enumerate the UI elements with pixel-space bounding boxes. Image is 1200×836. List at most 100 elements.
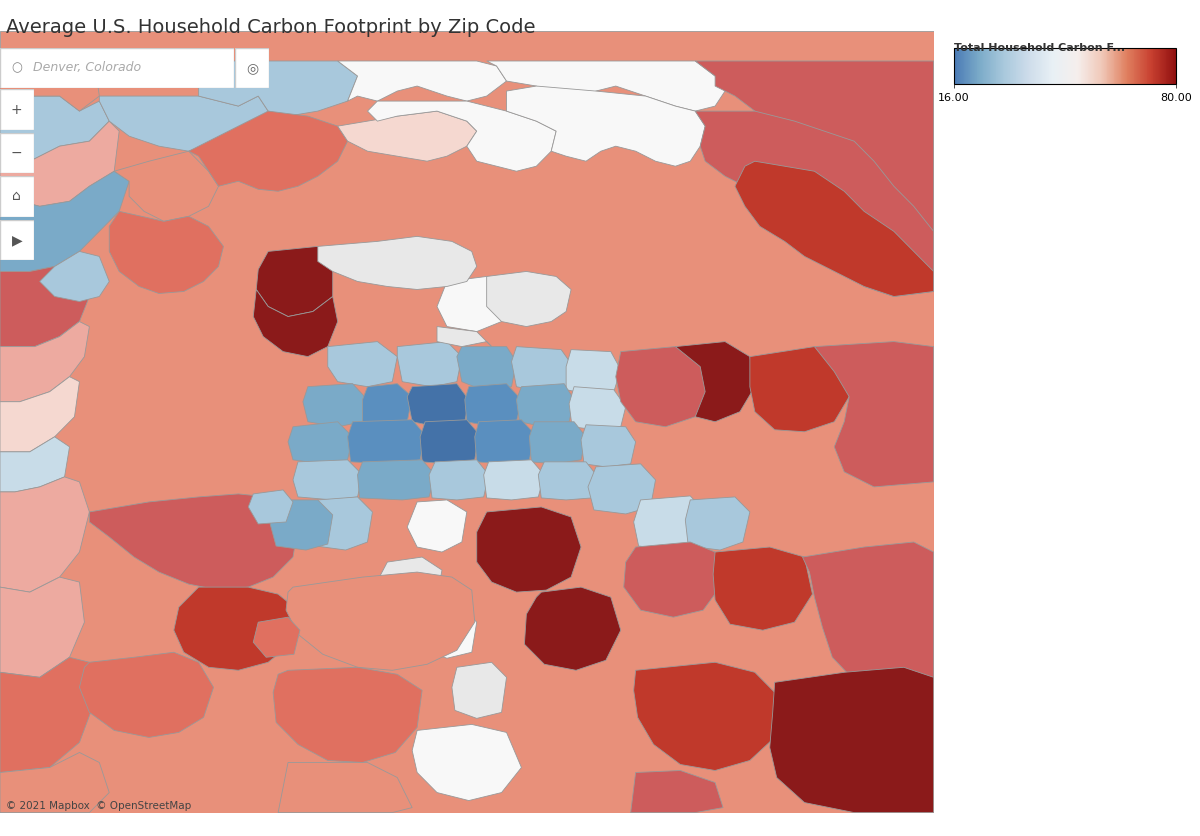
- Polygon shape: [0, 121, 119, 206]
- Polygon shape: [358, 460, 436, 500]
- Polygon shape: [566, 349, 620, 394]
- Polygon shape: [0, 61, 100, 111]
- Polygon shape: [634, 496, 706, 550]
- Polygon shape: [581, 425, 636, 466]
- Text: −: −: [11, 146, 23, 160]
- Polygon shape: [676, 342, 755, 421]
- Polygon shape: [310, 497, 372, 550]
- Polygon shape: [407, 500, 467, 552]
- FancyBboxPatch shape: [0, 89, 34, 130]
- Text: Average U.S. Household Carbon Footprint by Zip Code: Average U.S. Household Carbon Footprint …: [6, 18, 535, 38]
- Polygon shape: [569, 387, 625, 430]
- Polygon shape: [0, 31, 934, 813]
- Polygon shape: [695, 111, 934, 297]
- Polygon shape: [397, 342, 462, 387]
- Polygon shape: [422, 607, 476, 658]
- Polygon shape: [199, 61, 358, 116]
- Polygon shape: [713, 547, 812, 630]
- Polygon shape: [302, 384, 367, 426]
- Polygon shape: [114, 151, 218, 222]
- Polygon shape: [288, 421, 353, 464]
- Polygon shape: [100, 96, 268, 151]
- Polygon shape: [40, 252, 109, 302]
- Polygon shape: [631, 771, 724, 813]
- Text: ▶: ▶: [12, 233, 22, 247]
- Polygon shape: [293, 460, 362, 500]
- Polygon shape: [337, 61, 506, 101]
- Polygon shape: [270, 500, 332, 550]
- Polygon shape: [695, 61, 934, 232]
- Polygon shape: [318, 237, 476, 289]
- Polygon shape: [750, 347, 850, 431]
- Polygon shape: [685, 497, 750, 550]
- Polygon shape: [328, 342, 397, 387]
- Polygon shape: [539, 461, 598, 500]
- Polygon shape: [0, 477, 89, 592]
- Polygon shape: [174, 587, 298, 670]
- Text: Denver, Colorado: Denver, Colorado: [32, 61, 140, 74]
- Text: Total Household Carbon F...: Total Household Carbon F...: [954, 43, 1126, 54]
- Polygon shape: [274, 667, 422, 762]
- Polygon shape: [769, 667, 934, 813]
- Polygon shape: [0, 96, 109, 161]
- Polygon shape: [634, 662, 780, 771]
- Text: ⌂: ⌂: [12, 190, 22, 203]
- Polygon shape: [337, 111, 476, 161]
- Polygon shape: [815, 342, 934, 487]
- Polygon shape: [89, 494, 298, 590]
- Polygon shape: [407, 384, 469, 426]
- Polygon shape: [487, 61, 725, 111]
- Polygon shape: [0, 657, 95, 772]
- Polygon shape: [0, 577, 84, 677]
- Polygon shape: [253, 617, 300, 657]
- Polygon shape: [0, 752, 109, 813]
- Polygon shape: [0, 267, 89, 347]
- Polygon shape: [248, 490, 293, 524]
- Polygon shape: [734, 161, 934, 297]
- Text: © 2021 Mapbox  © OpenStreetMap: © 2021 Mapbox © OpenStreetMap: [6, 801, 191, 811]
- Polygon shape: [452, 662, 506, 718]
- Polygon shape: [476, 507, 581, 592]
- Polygon shape: [506, 86, 706, 166]
- FancyBboxPatch shape: [0, 176, 34, 217]
- Polygon shape: [437, 327, 492, 347]
- Polygon shape: [257, 247, 332, 317]
- Polygon shape: [79, 652, 214, 737]
- Polygon shape: [624, 542, 720, 617]
- Polygon shape: [188, 111, 348, 191]
- Polygon shape: [420, 420, 479, 464]
- FancyBboxPatch shape: [235, 48, 269, 88]
- Polygon shape: [437, 277, 506, 332]
- Polygon shape: [430, 460, 488, 500]
- Polygon shape: [412, 725, 522, 801]
- FancyBboxPatch shape: [0, 133, 34, 173]
- Polygon shape: [286, 572, 475, 670]
- Polygon shape: [524, 587, 620, 670]
- Polygon shape: [487, 272, 571, 327]
- Polygon shape: [511, 347, 571, 392]
- FancyBboxPatch shape: [0, 220, 34, 260]
- Polygon shape: [109, 212, 223, 293]
- Polygon shape: [457, 347, 516, 392]
- Text: ○: ○: [12, 61, 23, 74]
- FancyBboxPatch shape: [0, 48, 234, 88]
- Polygon shape: [484, 460, 545, 500]
- Polygon shape: [278, 762, 412, 813]
- Polygon shape: [803, 542, 934, 691]
- Polygon shape: [367, 101, 556, 171]
- Polygon shape: [475, 420, 534, 464]
- Polygon shape: [379, 557, 442, 604]
- Polygon shape: [616, 347, 710, 426]
- Polygon shape: [516, 384, 574, 426]
- Polygon shape: [464, 384, 522, 426]
- Text: +: +: [11, 103, 23, 116]
- Polygon shape: [348, 420, 425, 464]
- Polygon shape: [362, 384, 412, 426]
- Polygon shape: [0, 322, 89, 402]
- Polygon shape: [588, 464, 655, 514]
- Polygon shape: [0, 436, 70, 492]
- Polygon shape: [529, 421, 586, 464]
- Polygon shape: [0, 377, 79, 451]
- Polygon shape: [0, 171, 130, 272]
- Polygon shape: [253, 289, 337, 357]
